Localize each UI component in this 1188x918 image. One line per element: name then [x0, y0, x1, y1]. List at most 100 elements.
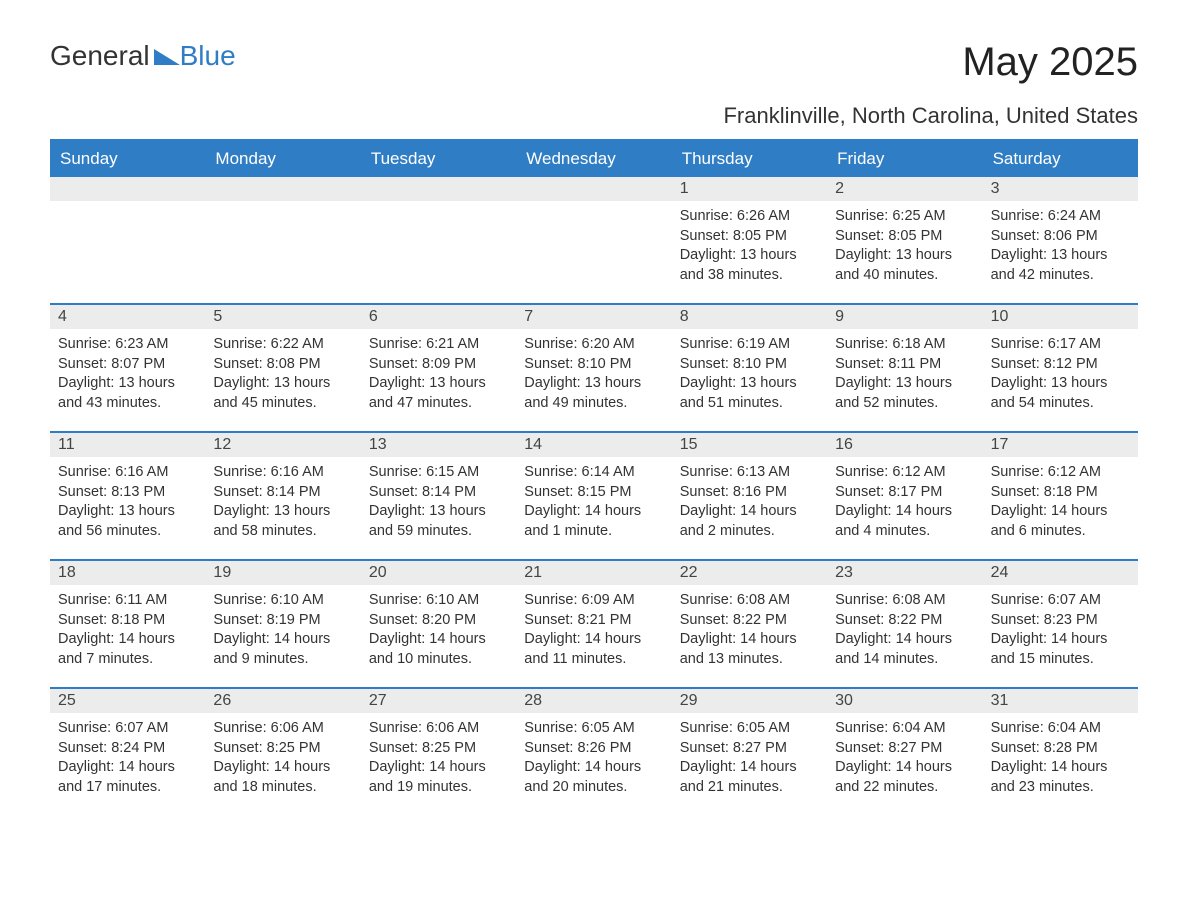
- sunset-line: Sunset: 8:08 PM: [213, 355, 352, 375]
- sunrise-line: Sunrise: 6:25 AM: [835, 207, 974, 227]
- day-body: Sunrise: 6:04 AMSunset: 8:28 PMDaylight:…: [983, 713, 1138, 807]
- day-cell: 19Sunrise: 6:10 AMSunset: 8:19 PMDayligh…: [205, 561, 360, 687]
- sunrise-line: Sunrise: 6:26 AM: [680, 207, 819, 227]
- daylight-line: Daylight: 14 hours and 22 minutes.: [835, 758, 974, 797]
- sunrise-line: Sunrise: 6:13 AM: [680, 463, 819, 483]
- sunrise-line: Sunrise: 6:05 AM: [680, 719, 819, 739]
- dow-row: SundayMondayTuesdayWednesdayThursdayFrid…: [50, 141, 1138, 177]
- sunrise-line: Sunrise: 6:10 AM: [369, 591, 508, 611]
- daylight-line: Daylight: 14 hours and 20 minutes.: [524, 758, 663, 797]
- sunset-line: Sunset: 8:20 PM: [369, 611, 508, 631]
- sunset-line: Sunset: 8:17 PM: [835, 483, 974, 503]
- day-body: Sunrise: 6:23 AMSunset: 8:07 PMDaylight:…: [50, 329, 205, 423]
- sunset-line: Sunset: 8:27 PM: [680, 739, 819, 759]
- sunset-line: Sunset: 8:06 PM: [991, 227, 1130, 247]
- day-cell: 29 Sunrise: 6:05 AMSunset: 8:27 PMDayligh…: [672, 689, 827, 815]
- day-body: Sunrise: 6:25 AMSunset: 8:05 PMDaylight:…: [827, 201, 982, 295]
- sunset-line: Sunset: 8:21 PM: [524, 611, 663, 631]
- sunrise-line: Sunrise: 6:24 AM: [991, 207, 1130, 227]
- title-block: May 2025: [962, 40, 1138, 85]
- sunset-line: Sunset: 8:22 PM: [680, 611, 819, 631]
- sunset-line: Sunset: 8:07 PM: [58, 355, 197, 375]
- day-cell: 22Sunrise: 6:08 AMSunset: 8:22 PMDayligh…: [672, 561, 827, 687]
- day-number: 31: [983, 689, 1138, 713]
- daylight-line: Daylight: 13 hours and 51 minutes.: [680, 374, 819, 413]
- daylight-line: Daylight: 13 hours and 47 minutes.: [369, 374, 508, 413]
- day-number: 2: [827, 177, 982, 201]
- sunset-line: Sunset: 8:10 PM: [524, 355, 663, 375]
- day-body: Sunrise: 6:19 AMSunset: 8:10 PMDaylight:…: [672, 329, 827, 423]
- daylight-line: Daylight: 14 hours and 21 minutes.: [680, 758, 819, 797]
- day-number: 1: [672, 177, 827, 201]
- day-number: 29: [672, 689, 827, 713]
- sunset-line: Sunset: 8:18 PM: [991, 483, 1130, 503]
- sunrise-line: Sunrise: 6:04 AM: [991, 719, 1130, 739]
- day-body: Sunrise: 6:12 AMSunset: 8:17 PMDaylight:…: [827, 457, 982, 551]
- dow-cell: Tuesday: [361, 141, 516, 177]
- daylight-line: Daylight: 13 hours and 56 minutes.: [58, 502, 197, 541]
- day-cell-blank: [361, 177, 516, 303]
- day-cell-blank: [516, 177, 671, 303]
- day-cell: 26Sunrise: 6:06 AMSunset: 8:25 PMDayligh…: [205, 689, 360, 815]
- day-number: 10: [983, 305, 1138, 329]
- sunset-line: Sunset: 8:16 PM: [680, 483, 819, 503]
- day-body: Sunrise: 6:10 AMSunset: 8:19 PMDaylight:…: [205, 585, 360, 679]
- day-number: 16: [827, 433, 982, 457]
- daylight-line: Daylight: 13 hours and 52 minutes.: [835, 374, 974, 413]
- day-cell: 13Sunrise: 6:15 AMSunset: 8:14 PMDayligh…: [361, 433, 516, 559]
- dow-cell: Sunday: [50, 141, 205, 177]
- day-body: Sunrise: 6:09 AMSunset: 8:21 PMDaylight:…: [516, 585, 671, 679]
- day-cell: 23Sunrise: 6:08 AMSunset: 8:22 PMDayligh…: [827, 561, 982, 687]
- day-number: 5: [205, 305, 360, 329]
- logo-blue: Blue: [180, 40, 236, 72]
- day-cell: 20Sunrise: 6:10 AMSunset: 8:20 PMDayligh…: [361, 561, 516, 687]
- day-cell: 11Sunrise: 6:16 AMSunset: 8:13 PMDayligh…: [50, 433, 205, 559]
- day-cell: 4Sunrise: 6:23 AMSunset: 8:07 PMDaylight…: [50, 305, 205, 431]
- day-number: 22: [672, 561, 827, 585]
- sunset-line: Sunset: 8:23 PM: [991, 611, 1130, 631]
- sunset-line: Sunset: 8:10 PM: [680, 355, 819, 375]
- day-body: Sunrise: 6:10 AMSunset: 8:20 PMDaylight:…: [361, 585, 516, 679]
- day-cell: 25Sunrise: 6:07 AMSunset: 8:24 PMDayligh…: [50, 689, 205, 815]
- sunrise-line: Sunrise: 6:16 AM: [213, 463, 352, 483]
- daylight-line: Daylight: 14 hours and 18 minutes.: [213, 758, 352, 797]
- day-body: Sunrise: 6:22 AMSunset: 8:08 PMDaylight:…: [205, 329, 360, 423]
- daylight-line: Daylight: 14 hours and 13 minutes.: [680, 630, 819, 669]
- daylight-line: Daylight: 14 hours and 7 minutes.: [58, 630, 197, 669]
- day-cell: 7Sunrise: 6:20 AMSunset: 8:10 PMDaylight…: [516, 305, 671, 431]
- day-cell: 5Sunrise: 6:22 AMSunset: 8:08 PMDaylight…: [205, 305, 360, 431]
- sunrise-line: Sunrise: 6:16 AM: [58, 463, 197, 483]
- day-number: 12: [205, 433, 360, 457]
- daylight-line: Daylight: 14 hours and 2 minutes.: [680, 502, 819, 541]
- sunset-line: Sunset: 8:14 PM: [213, 483, 352, 503]
- day-body: Sunrise: 6:24 AMSunset: 8:06 PMDaylight:…: [983, 201, 1138, 295]
- daylight-line: Daylight: 13 hours and 42 minutes.: [991, 246, 1130, 285]
- sunset-line: Sunset: 8:27 PM: [835, 739, 974, 759]
- day-cell: 30Sunrise: 6:04 AMSunset: 8:27 PMDayligh…: [827, 689, 982, 815]
- logo-general: General: [50, 40, 150, 72]
- day-cell: 6Sunrise: 6:21 AMSunset: 8:09 PMDaylight…: [361, 305, 516, 431]
- sunset-line: Sunset: 8:19 PM: [213, 611, 352, 631]
- daylight-line: Daylight: 13 hours and 49 minutes.: [524, 374, 663, 413]
- day-cell: 2Sunrise: 6:25 AMSunset: 8:05 PMDaylight…: [827, 177, 982, 303]
- day-body: Sunrise: 6:12 AMSunset: 8:18 PMDaylight:…: [983, 457, 1138, 551]
- day-number: [50, 177, 205, 201]
- daylight-line: Daylight: 14 hours and 19 minutes.: [369, 758, 508, 797]
- sunrise-line: Sunrise: 6:09 AM: [524, 591, 663, 611]
- day-number: 21: [516, 561, 671, 585]
- sunset-line: Sunset: 8:11 PM: [835, 355, 974, 375]
- sunrise-line: Sunrise: 6:11 AM: [58, 591, 197, 611]
- day-number: 27: [361, 689, 516, 713]
- daylight-line: Daylight: 13 hours and 59 minutes.: [369, 502, 508, 541]
- day-number: 30: [827, 689, 982, 713]
- dow-cell: Monday: [205, 141, 360, 177]
- day-cell-blank: [50, 177, 205, 303]
- day-number: 20: [361, 561, 516, 585]
- day-body: Sunrise: 6:04 AMSunset: 8:27 PMDaylight:…: [827, 713, 982, 807]
- sunset-line: Sunset: 8:26 PM: [524, 739, 663, 759]
- sunset-line: Sunset: 8:05 PM: [680, 227, 819, 247]
- day-cell: 1Sunrise: 6:26 AMSunset: 8:05 PMDaylight…: [672, 177, 827, 303]
- day-number: 18: [50, 561, 205, 585]
- day-body: Sunrise: 6:18 AMSunset: 8:11 PMDaylight:…: [827, 329, 982, 423]
- daylight-line: Daylight: 14 hours and 9 minutes.: [213, 630, 352, 669]
